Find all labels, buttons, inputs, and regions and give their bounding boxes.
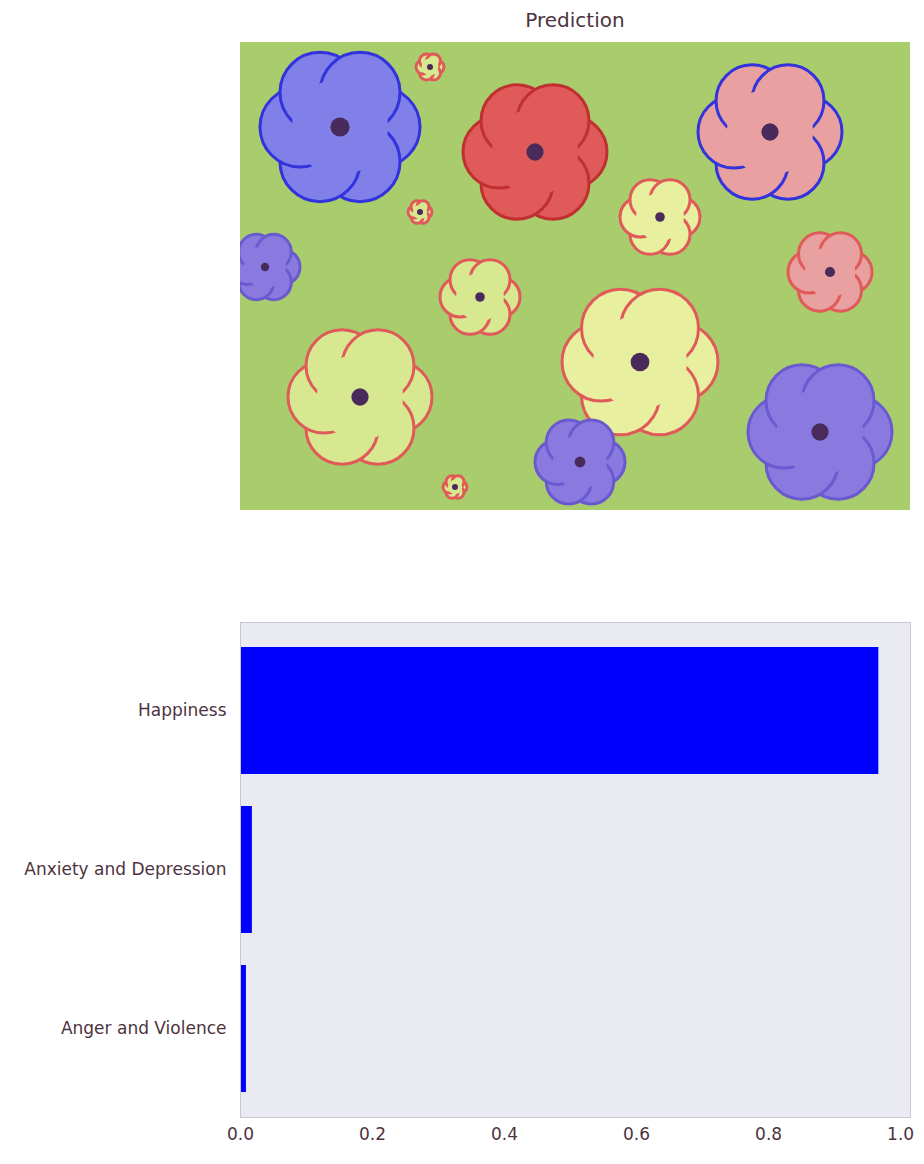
svg-text:0.2: 0.2: [359, 1124, 386, 1144]
svg-text:0.0: 0.0: [227, 1124, 254, 1144]
svg-text:Anger and Violence: Anger and Violence: [61, 1018, 227, 1038]
svg-text:0.8: 0.8: [755, 1124, 782, 1144]
svg-text:1.0: 1.0: [887, 1124, 914, 1144]
svg-text:0.6: 0.6: [623, 1124, 650, 1144]
svg-text:Happiness: Happiness: [138, 700, 227, 720]
svg-text:Anxiety and Depression: Anxiety and Depression: [24, 859, 226, 879]
svg-text:0.4: 0.4: [491, 1124, 518, 1144]
html-text:Prediction: Prediction: [525, 8, 625, 32]
